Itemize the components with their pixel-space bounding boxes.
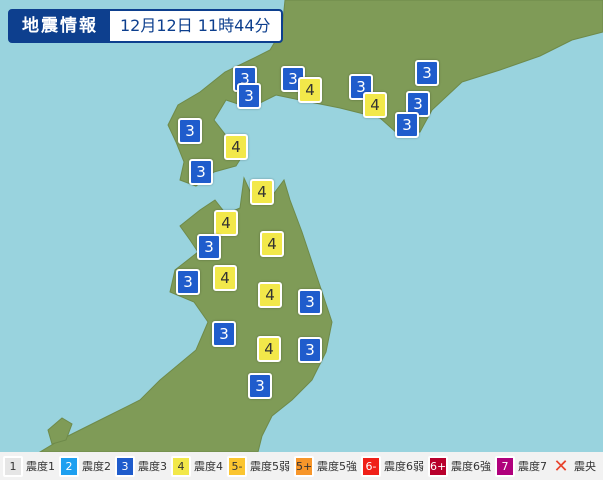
legend-swatch: 5- (227, 455, 247, 477)
intensity-marker[interactable]: 3 (178, 118, 202, 144)
intensity-marker[interactable]: 3 (298, 337, 322, 363)
legend-item: ✕ 震央 (551, 456, 596, 477)
legend-label: 震度4 (194, 460, 223, 473)
legend-label: 震度5弱 (250, 460, 290, 473)
legend-item: 6- 震度6弱 (361, 455, 424, 477)
intensity-marker[interactable]: 4 (298, 77, 322, 103)
legend-label: 震度6弱 (384, 460, 424, 473)
intensity-marker[interactable]: 4 (363, 92, 387, 118)
epicenter-icon: ✕ (553, 455, 569, 477)
legend-swatch: 4 (171, 455, 191, 477)
intensity-marker[interactable]: 4 (250, 179, 274, 205)
intensity-marker[interactable]: 4 (258, 282, 282, 308)
legend-swatch: 6+ (428, 455, 448, 477)
legend-label: 震央 (574, 460, 596, 473)
intensity-marker[interactable]: 3 (298, 289, 322, 315)
legend-item: 1 震度1 (3, 455, 55, 477)
tohoku-land (39, 176, 333, 452)
legend-swatch: 1 (3, 455, 23, 477)
legend-label: 震度3 (138, 460, 167, 473)
intensity-marker[interactable]: 4 (257, 336, 281, 362)
legend-label: 震度5強 (317, 460, 357, 473)
header: 地震情報 12月12日 11時44分 (8, 9, 283, 43)
legend-item: 5+ 震度5強 (294, 455, 357, 477)
header-title: 地震情報 (22, 16, 98, 36)
legend-swatch: 7 (495, 455, 515, 477)
intensity-marker[interactable]: 3 (189, 159, 213, 185)
legend: 1 震度1 2 震度2 3 震度3 4 震度4 5- 震度5弱 5+ 震度5強 6- 震度6弱… (0, 452, 603, 480)
legend-item: 5- 震度5弱 (227, 455, 290, 477)
intensity-marker[interactable]: 4 (214, 210, 238, 236)
legend-swatch: 2 (59, 455, 79, 477)
intensity-marker[interactable]: 3 (197, 234, 221, 260)
legend-item: 4 震度4 (171, 455, 223, 477)
intensity-marker[interactable]: 4 (213, 265, 237, 291)
intensity-marker[interactable]: 3 (248, 373, 272, 399)
legend-label: 震度7 (518, 460, 547, 473)
intensity-marker[interactable]: 4 (260, 231, 284, 257)
legend-swatch: 3 (115, 455, 135, 477)
legend-item: 3 震度3 (115, 455, 167, 477)
intensity-marker[interactable]: 3 (212, 321, 236, 347)
intensity-marker[interactable]: 3 (237, 83, 261, 109)
legend-item: 7 震度7 (495, 455, 547, 477)
sado-island (47, 417, 73, 445)
legend-label: 震度6強 (451, 460, 491, 473)
legend-swatch: 6- (361, 455, 381, 477)
legend-item: 6+ 震度6強 (428, 455, 491, 477)
legend-item: 2 震度2 (59, 455, 111, 477)
intensity-marker[interactable]: 4 (224, 134, 248, 160)
header-datetime: 12月12日 11時44分 (110, 11, 281, 41)
intensity-marker[interactable]: 3 (176, 269, 200, 295)
intensity-marker[interactable]: 3 (395, 112, 419, 138)
intensity-marker[interactable]: 3 (415, 60, 439, 86)
legend-label: 震度2 (82, 460, 111, 473)
legend-swatch: 5+ (294, 455, 314, 477)
legend-label: 震度1 (26, 460, 55, 473)
